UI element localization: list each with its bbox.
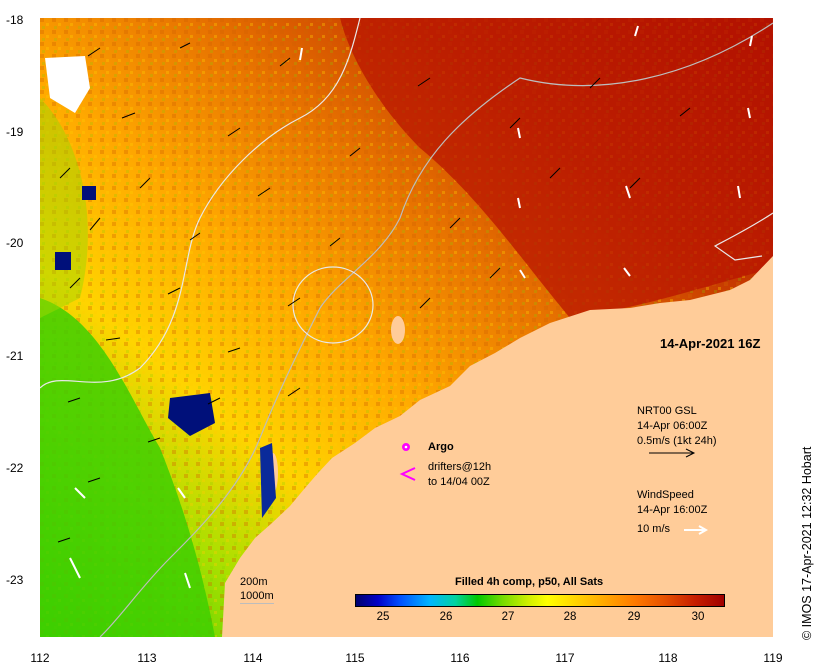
x-tick-label: 114 <box>243 651 263 665</box>
island <box>391 316 405 344</box>
wind-legend: WindSpeed 14-Apr 16:00Z <box>637 488 707 518</box>
cold-patch <box>168 393 215 436</box>
wind-legend-scale: 10 m/s <box>637 523 671 535</box>
drifters-label-line1: drifters@12h <box>428 461 492 473</box>
depth-legend: 200m 1000m <box>240 575 274 604</box>
sst-map-canvas <box>40 18 773 637</box>
depth-legend-1000: 1000m <box>240 590 274 604</box>
cold-patch <box>55 252 71 270</box>
argo-label: Argo <box>428 441 454 453</box>
eddy-contour <box>292 266 374 344</box>
x-tick-label: 116 <box>450 651 470 665</box>
colorbar-tick-label: 28 <box>563 611 577 623</box>
contour-1000m <box>99 22 773 637</box>
colorbar-tick-label: 25 <box>376 611 390 623</box>
map-timestamp: 14-Apr-2021 16Z <box>660 336 761 351</box>
drifters-label-line2: to 14/04 00Z <box>428 476 490 488</box>
colorbar-tick-label: 29 <box>627 611 641 623</box>
y-tick-label: -19 <box>6 125 24 139</box>
wind-legend-title: WindSpeed <box>637 489 694 501</box>
current-legend-scale: 0.5m/s (1kt 24h) <box>637 435 717 447</box>
contour-200m <box>40 18 361 389</box>
warm-water-region <box>340 18 773 318</box>
cool-water-region <box>40 298 215 637</box>
cold-patch <box>260 443 276 518</box>
colorbar-tick-label: 26 <box>439 611 453 623</box>
colorbar-title: Filled 4h comp, p50, All Sats <box>455 576 604 588</box>
imos-credit: © IMOS 17-Apr-2021 12:32 Hobart <box>800 446 814 640</box>
x-tick-label: 115 <box>345 651 365 665</box>
x-tick-label: 117 <box>555 651 575 665</box>
x-tick-label: 113 <box>137 651 157 665</box>
current-scale-arrow-icon <box>649 448 696 458</box>
current-vectors <box>57 42 691 543</box>
wind-legend-time: 14-Apr 16:00Z <box>637 504 708 516</box>
cool-water-patch-north <box>40 98 88 318</box>
current-legend-title: NRT00 GSL <box>637 405 697 417</box>
drifters-label: drifters@12h to 14/04 00Z <box>428 460 491 490</box>
drifter-marker-icon <box>399 467 416 481</box>
x-tick-label: 112 <box>30 651 50 665</box>
y-tick-label: -18 <box>6 13 24 27</box>
y-tick-label: -20 <box>6 236 24 250</box>
x-tick-label: 118 <box>658 651 678 665</box>
sst-map <box>40 18 773 637</box>
colorbar-tick-label: 27 <box>501 611 515 623</box>
depth-legend-200: 200m <box>240 576 268 588</box>
land-mass <box>222 256 773 637</box>
cloud-mask <box>45 56 90 113</box>
argo-marker-icon <box>402 443 410 451</box>
x-tick-label: 119 <box>763 651 783 665</box>
wind-vectors <box>69 25 753 589</box>
contour-200m-east <box>713 212 773 261</box>
current-legend: NRT00 GSL 14-Apr 06:00Z 0.5m/s (1kt 24h) <box>637 404 716 449</box>
y-tick-label: -22 <box>6 461 24 475</box>
current-legend-time: 14-Apr 06:00Z <box>637 420 708 432</box>
sst-colorbar <box>355 594 725 607</box>
y-tick-label: -23 <box>6 573 24 587</box>
cold-patch <box>82 186 96 200</box>
colorbar-tick-label: 30 <box>691 611 705 623</box>
wind-scale-arrow-icon <box>684 525 709 535</box>
y-tick-label: -21 <box>6 349 24 363</box>
